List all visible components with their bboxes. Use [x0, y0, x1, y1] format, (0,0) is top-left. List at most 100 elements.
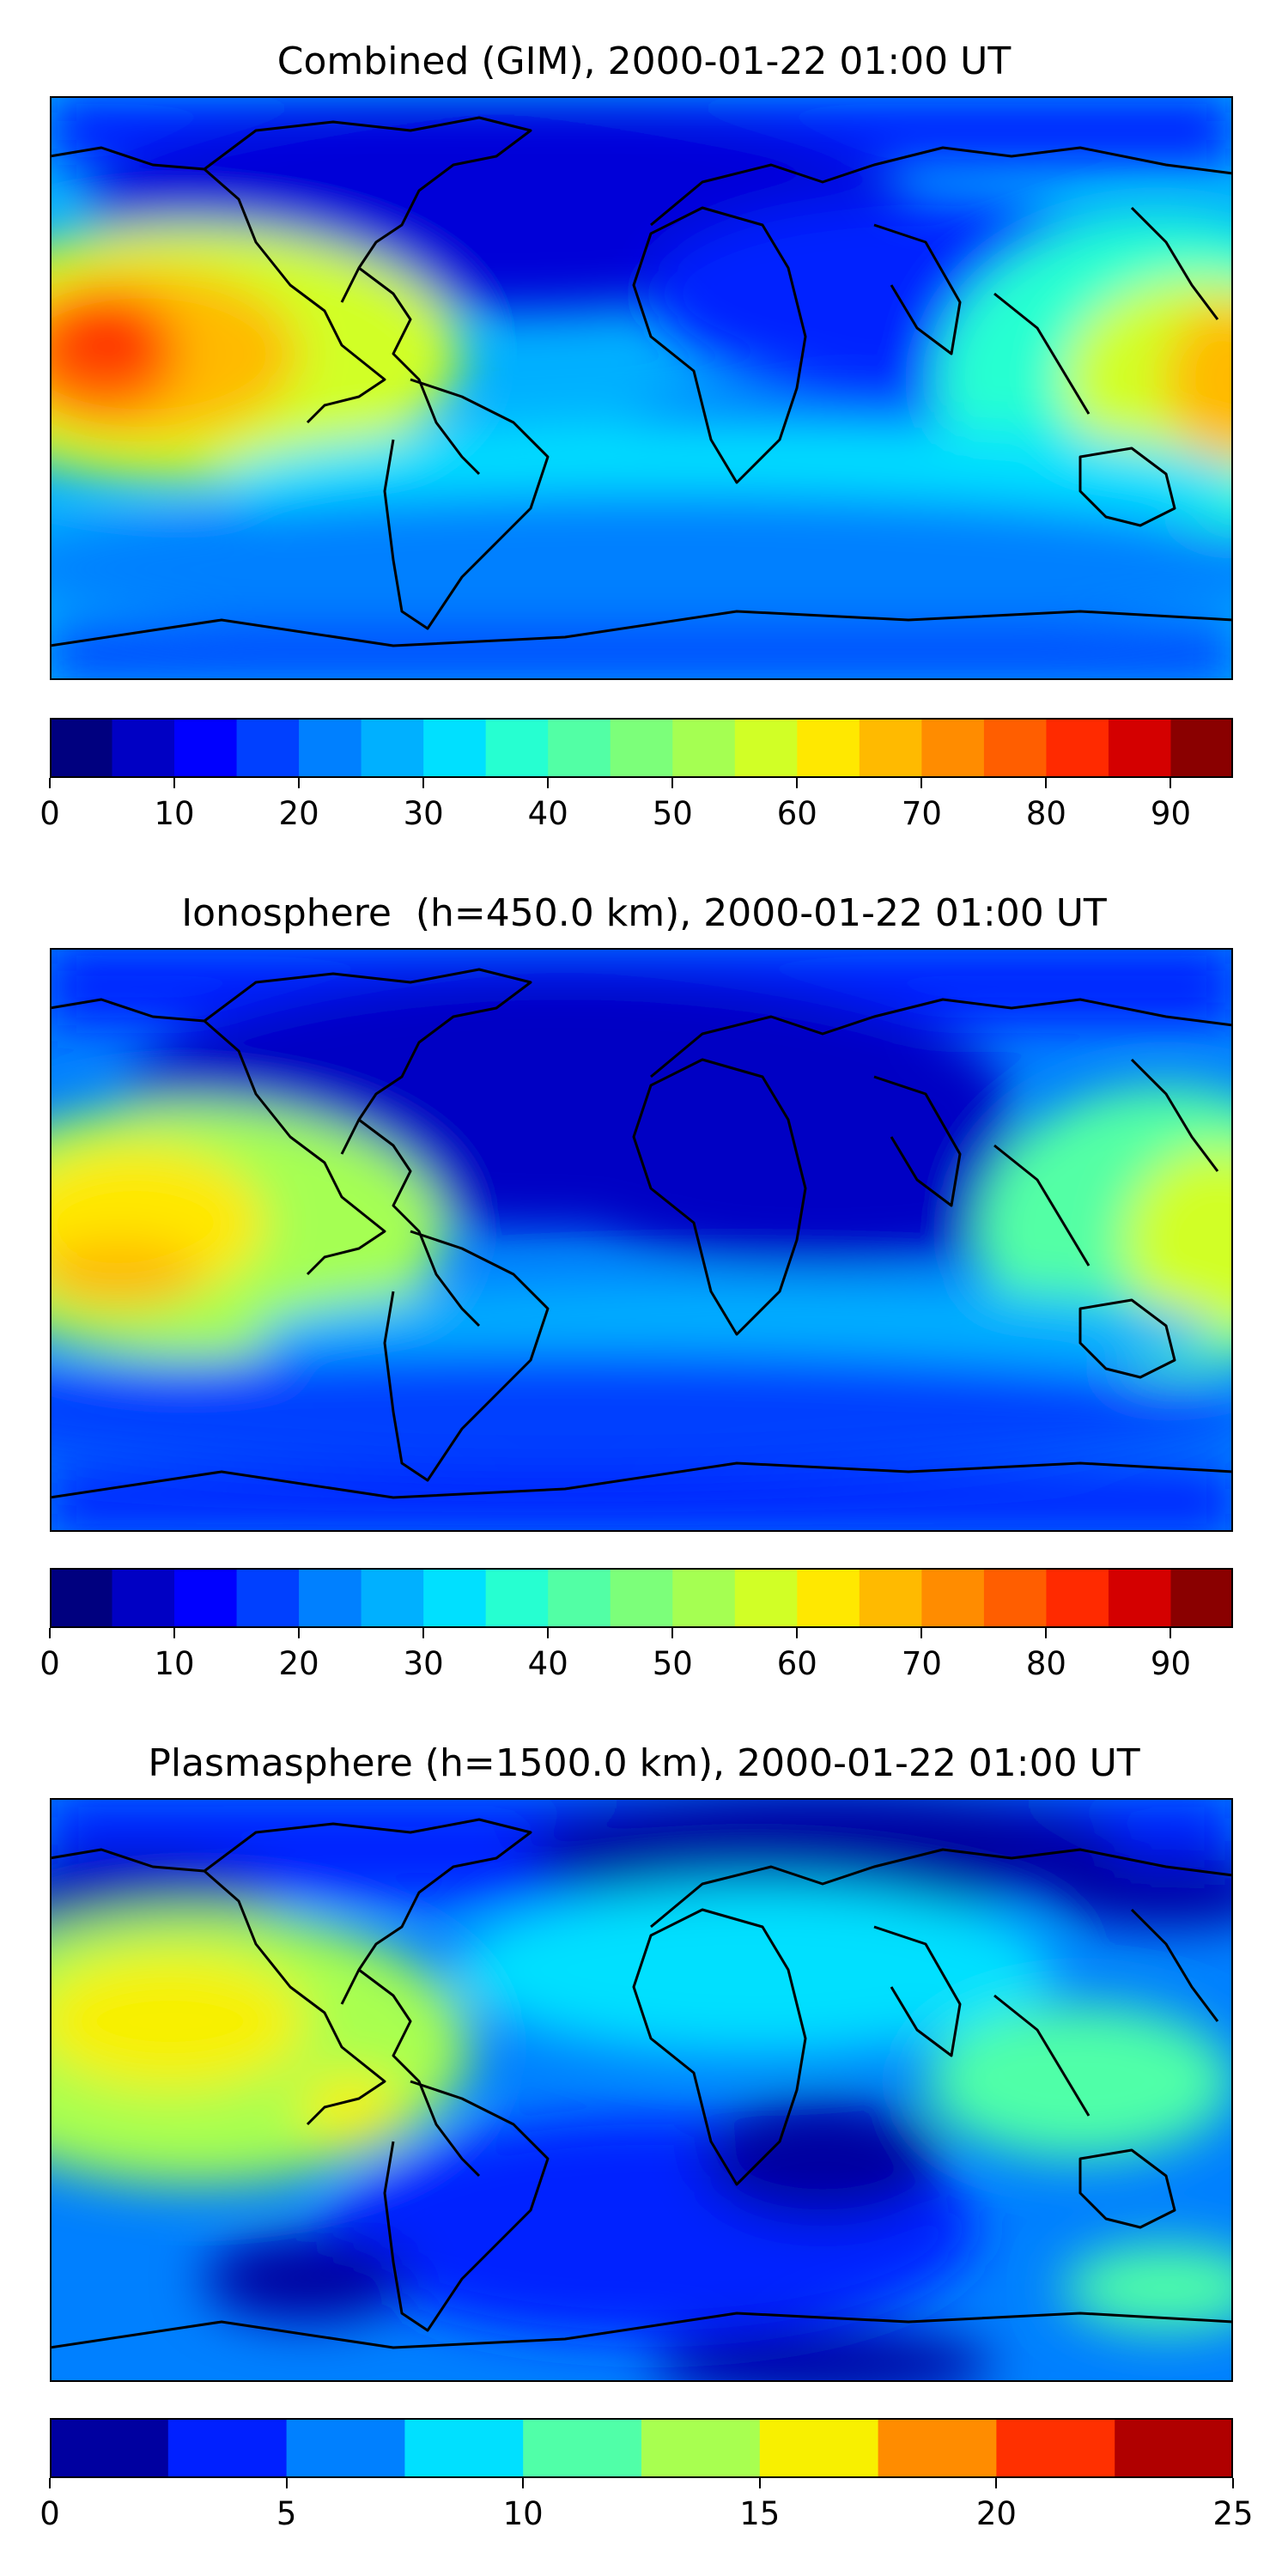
- colorbar-segment: [112, 718, 175, 778]
- colorbar-tick-mark: [1045, 778, 1048, 788]
- colorbar-tick-label: 25: [1212, 2495, 1254, 2532]
- colorbar-tick-mark: [995, 2478, 998, 2488]
- colorbar-tick-mark: [920, 778, 923, 788]
- colorbar-tick-mark: [298, 778, 301, 788]
- colorbar-segment: [485, 718, 549, 778]
- colorbar-tick-mark: [1232, 2478, 1234, 2488]
- colorbar-tick-label: 0: [39, 2495, 60, 2532]
- colorbar-segment: [672, 718, 736, 778]
- colorbar-frame: [50, 2418, 1233, 2478]
- colorbar-tick-label: 30: [403, 795, 444, 832]
- colorbar-segment: [423, 718, 487, 778]
- colorbar-segment: [859, 1568, 922, 1628]
- colorbar-segment: [361, 718, 424, 778]
- colorbar-segment: [299, 718, 362, 778]
- colorbar-tick-label: 70: [901, 1645, 942, 1682]
- map-frame: [50, 1798, 1233, 2382]
- colorbar-tick-mark: [49, 1628, 51, 1638]
- colorbar-segment: [404, 2418, 524, 2478]
- colorbar-segment: [1046, 718, 1109, 778]
- colorbar-tick-label: 40: [527, 795, 568, 832]
- colorbar-segment: [485, 1568, 549, 1628]
- colorbar-segment: [1170, 1568, 1233, 1628]
- panel-title-ionosphere: Ionosphere (h=450.0 km), 2000-01-22 01:0…: [181, 891, 1107, 935]
- colorbar-segment: [167, 2418, 288, 2478]
- tec-field-ionosphere: [50, 948, 1233, 1532]
- colorbar-tick-mark: [422, 1628, 425, 1638]
- colorbar-segment: [299, 1568, 362, 1628]
- colorbar-segment: [878, 2418, 997, 2478]
- panel-title-plasmasphere: Plasmasphere (h=1500.0 km), 2000-01-22 0…: [148, 1741, 1140, 1785]
- colorbar-segment: [797, 1568, 860, 1628]
- colorbar-frame: [50, 718, 1233, 778]
- colorbar-tick-label: 10: [154, 1645, 195, 1682]
- colorbar-segment: [50, 718, 113, 778]
- colorbar-segment: [548, 718, 611, 778]
- colorbar-segment: [361, 1568, 424, 1628]
- colorbar-tick-label: 10: [502, 2495, 544, 2532]
- colorbar-tick-mark: [1170, 778, 1172, 788]
- colorbar-tick-label: 50: [652, 1645, 693, 1682]
- colorbar-tick-mark: [49, 778, 51, 788]
- map-ionosphere: [50, 948, 1233, 1532]
- colorbar-segment: [996, 2418, 1115, 2478]
- colorbar-segment: [236, 1568, 300, 1628]
- colorbar-segment: [50, 1568, 113, 1628]
- colorbar-segment: [672, 1568, 736, 1628]
- colorbar-tick-mark: [547, 1628, 550, 1638]
- colorbar-segment: [1115, 2418, 1233, 2478]
- colorbar-tick-mark: [173, 778, 176, 788]
- colorbar-segment: [983, 718, 1047, 778]
- map-frame: [50, 948, 1233, 1532]
- colorbar-tick-label: 0: [39, 795, 60, 832]
- colorbar-segment: [797, 718, 860, 778]
- colorbar-segment: [641, 2418, 761, 2478]
- colorbar-tick-mark: [1170, 1628, 1172, 1638]
- panel-title-combined: Combined (GIM), 2000-01-22 01:00 UT: [276, 39, 1012, 83]
- colorbar-tick-label: 0: [39, 1645, 60, 1682]
- colorbar-tick-label: 60: [776, 795, 817, 832]
- colorbar-tick-label: 20: [278, 795, 319, 832]
- colorbar-segment: [734, 1568, 798, 1628]
- colorbar-segment: [734, 718, 798, 778]
- colorbar-tick-label: 90: [1150, 1645, 1192, 1682]
- colorbar-segment: [174, 1568, 238, 1628]
- colorbar-segment: [1108, 1568, 1171, 1628]
- colorbar-tick-label: 80: [1025, 1645, 1066, 1682]
- colorbar-tick-mark: [1045, 1628, 1048, 1638]
- tec-field-combined: [50, 96, 1233, 680]
- colorbar-segment: [1108, 718, 1171, 778]
- colorbar-tick-label: 40: [527, 1645, 568, 1682]
- coastlines: [50, 968, 1233, 1499]
- colorbar-segment: [983, 1568, 1047, 1628]
- colorbar-tick-mark: [285, 2478, 288, 2488]
- colorbar-tick-mark: [796, 1628, 799, 1638]
- colorbar-tick-mark: [671, 1628, 674, 1638]
- colorbar-frame: [50, 1568, 1233, 1628]
- colorbar-tick-label: 20: [278, 1645, 319, 1682]
- colorbar-segment: [859, 718, 922, 778]
- tec-field-plasmasphere: [50, 1798, 1233, 2382]
- coastlines: [50, 116, 1233, 647]
- colorbar-segment: [423, 1568, 487, 1628]
- map-plasmasphere: [50, 1798, 1233, 2382]
- colorbar-tick-label: 80: [1025, 795, 1066, 832]
- colorbar-tick-mark: [522, 2478, 525, 2488]
- colorbar-combined: [50, 718, 1233, 778]
- colorbar-tick-label: 90: [1150, 795, 1192, 832]
- colorbar-segment: [286, 2418, 405, 2478]
- colorbar-tick-mark: [173, 1628, 176, 1638]
- colorbar-segment: [759, 2418, 879, 2478]
- colorbar-tick-mark: [671, 778, 674, 788]
- colorbar-segment: [610, 1568, 673, 1628]
- colorbar-segment: [548, 1568, 611, 1628]
- map-frame: [50, 96, 1233, 680]
- colorbar-segment: [1046, 1568, 1109, 1628]
- colorbar-segment: [236, 718, 300, 778]
- colorbar-tick-label: 70: [901, 795, 942, 832]
- colorbar-segment: [921, 1568, 985, 1628]
- colorbar-tick-mark: [547, 778, 550, 788]
- colorbar-tick-mark: [920, 1628, 923, 1638]
- colorbar-plasmasphere: [50, 2418, 1233, 2478]
- colorbar-tick-label: 15: [739, 2495, 781, 2532]
